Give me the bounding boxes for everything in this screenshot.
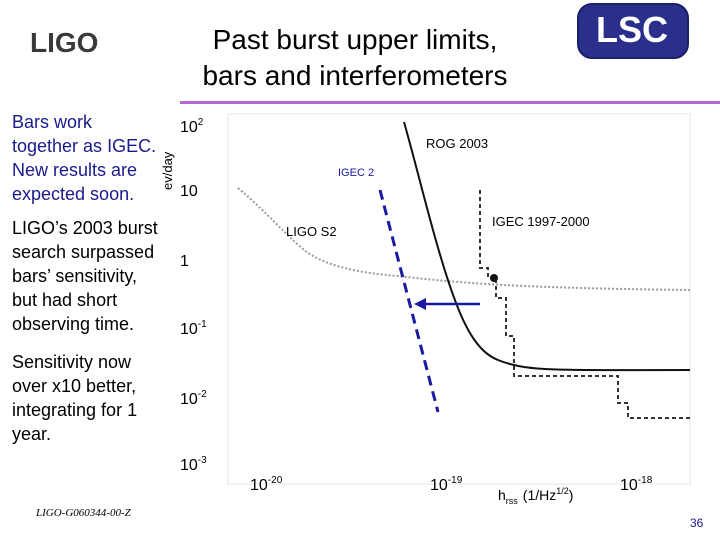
x-axis-label: hrss (1/Hz1/2)	[498, 486, 573, 506]
y-axis-label: ev/day	[160, 151, 175, 190]
igec-point	[490, 274, 498, 282]
ligo-s2-curve	[237, 187, 691, 291]
upper-limit-plot: 102 10 1 10-1 10-2 10-3 10-20 10-19 10-1…	[180, 113, 691, 506]
y-tick-label: 10-1	[180, 319, 207, 338]
igec-label: IGEC 1997-2000	[492, 214, 590, 229]
title-divider	[180, 101, 720, 104]
slide-title: Past burst upper limits, bars and interf…	[170, 22, 540, 94]
lsc-logo-text: LSC	[596, 9, 668, 50]
bullet-item: LIGO’s 2003 burst search surpassed bars’…	[12, 218, 158, 334]
igec2-label: IGEC 2	[338, 167, 374, 179]
arrow-head-icon	[414, 298, 426, 310]
rog-2003-label: ROG 2003	[426, 136, 488, 151]
rog-2003-curve	[403, 121, 691, 372]
y-tick-label: 1	[180, 253, 189, 270]
x-tick-label: 10-20	[250, 475, 283, 494]
y-tick-label: 10-2	[180, 389, 207, 408]
page-number: 36	[690, 516, 704, 530]
bullet-list: Bars work together as IGEC. New results …	[12, 110, 162, 456]
title-line-1: Past burst upper limits,	[212, 24, 498, 55]
title-line-2: bars and interferometers	[202, 60, 508, 91]
document-id: LIGO-G060344-00-Z	[36, 507, 131, 519]
ligo-logo-text: LIGO	[30, 27, 98, 58]
bullet-item: Sensitivity now over x10 better, integra…	[12, 352, 138, 444]
ligo-logo: LIGO	[30, 27, 98, 58]
x-tick-label: 10-19	[430, 475, 463, 494]
igec2-curve	[378, 189, 440, 413]
x-tick-label: 10-18	[620, 475, 653, 494]
y-tick-label: 102	[180, 117, 204, 136]
igec-curve	[479, 190, 690, 419]
y-tick-label: 10	[180, 183, 198, 200]
y-tick-label: 10-3	[180, 455, 207, 474]
lsc-logo: LSC	[577, 3, 689, 59]
bullet-item: Bars work together as IGEC. New results …	[12, 112, 157, 204]
ligo-s2-label: LIGO S2	[286, 224, 337, 239]
